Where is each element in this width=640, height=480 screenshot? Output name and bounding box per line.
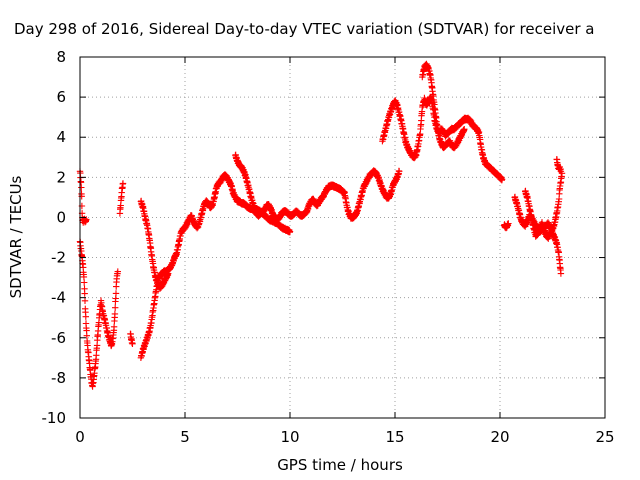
y-tick-label: -10 [42, 409, 67, 427]
chart-title: Day 298 of 2016, Sidereal Day-to-day VTE… [14, 20, 595, 38]
y-tick-label: -4 [51, 289, 66, 307]
y-tick-label: 4 [56, 128, 66, 146]
sdtvar-markers [76, 60, 566, 390]
x-tick-label: 0 [75, 428, 85, 446]
x-axis-label: GPS time / hours [277, 456, 403, 474]
y-tick-label: 6 [56, 88, 66, 106]
y-tick-label: 0 [56, 208, 66, 226]
data-points [76, 60, 566, 390]
y-tick-label: -8 [51, 369, 66, 387]
x-tick-label: 5 [180, 428, 190, 446]
x-tick-label: 25 [595, 428, 614, 446]
plot-frame [79, 56, 606, 419]
x-tick-label: 10 [280, 428, 299, 446]
y-tick-label: -6 [51, 329, 66, 347]
x-tick-label: 20 [490, 428, 509, 446]
grid [80, 57, 605, 418]
y-tick-label: 8 [56, 48, 66, 66]
axis-ticks: 0 5 10 15 20 25 -10 -8 -6 -4 -2 0 2 4 6 8 [42, 48, 615, 446]
x-tick-label: 15 [385, 428, 404, 446]
y-tick-label: -2 [51, 249, 66, 267]
y-tick-label: 2 [56, 168, 66, 186]
y-axis-label: SDTVAR / TECUs [7, 175, 25, 298]
